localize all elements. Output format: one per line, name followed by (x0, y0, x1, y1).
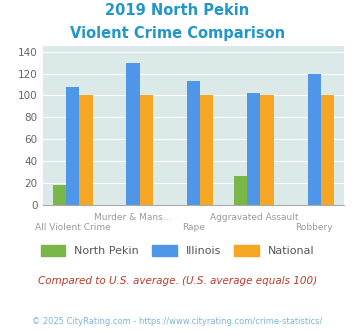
Bar (66, 86, 80, 205)
Text: All Violent Crime: All Violent Crime (35, 223, 111, 232)
Bar (261, 95, 274, 205)
Legend: North Pekin, Illinois, National: North Pekin, Illinois, National (36, 241, 319, 261)
Text: Compared to U.S. average. (U.S. average equals 100): Compared to U.S. average. (U.S. average … (38, 276, 317, 285)
Bar (140, 95, 153, 205)
Bar (126, 63, 140, 205)
Text: 2019 North Pekin: 2019 North Pekin (105, 3, 250, 18)
Text: Violent Crime Comparison: Violent Crime Comparison (70, 26, 285, 41)
Text: © 2025 CityRating.com - https://www.cityrating.com/crime-statistics/: © 2025 CityRating.com - https://www.city… (32, 317, 323, 326)
Bar (247, 93, 261, 205)
Text: Robbery: Robbery (295, 223, 333, 232)
Bar (307, 74, 321, 205)
Text: Aggravated Assault: Aggravated Assault (209, 213, 298, 222)
Bar (321, 95, 334, 205)
Bar (80, 95, 93, 205)
Text: Rape: Rape (182, 223, 205, 232)
Bar (234, 176, 247, 205)
Bar (200, 95, 213, 205)
Bar (53, 185, 66, 205)
Text: Murder & Mans...: Murder & Mans... (94, 213, 172, 222)
Bar (187, 81, 200, 205)
